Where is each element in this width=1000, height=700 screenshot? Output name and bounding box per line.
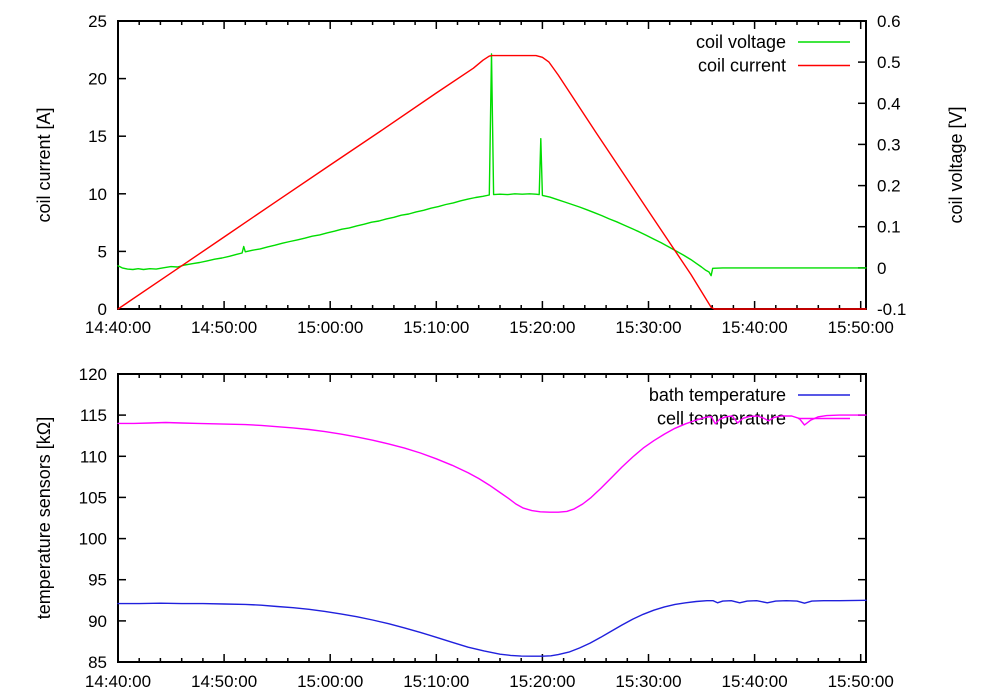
y-tick-label: 105: [79, 488, 107, 507]
y-tick-label: 20: [88, 70, 107, 89]
y-tick-label: 85: [88, 653, 107, 672]
y2-tick-label: 0: [877, 259, 886, 278]
x-tick-label: 15:10:00: [403, 318, 469, 337]
x-tick-label: 14:50:00: [191, 318, 257, 337]
x-tick-label: 15:00:00: [297, 318, 363, 337]
x-tick-label: 15:00:00: [297, 672, 363, 691]
y-tick-label: 120: [79, 365, 107, 384]
x-tick-label: 15:30:00: [615, 318, 681, 337]
y2-tick-label: -0.1: [877, 300, 906, 319]
legend-label: coil current: [698, 56, 786, 76]
legend-label: coil voltage: [696, 32, 786, 52]
y-tick-label: 10: [88, 185, 107, 204]
y-tick-label: 5: [98, 242, 107, 261]
x-tick-label: 15:20:00: [509, 672, 575, 691]
series-coil-voltage: [117, 53, 867, 277]
plot-frame: [117, 20, 867, 310]
legend-label: bath temperature: [649, 385, 786, 405]
y2-tick-label: 0.6: [877, 12, 901, 31]
series-bath-temperature: [117, 599, 867, 657]
y-tick-label: 90: [88, 612, 107, 631]
y-tick-label: 115: [80, 406, 107, 425]
x-tick-label: 15:10:00: [403, 672, 469, 691]
right-axis-label: coil voltage [V]: [946, 106, 966, 223]
left-axis-label: coil current [A]: [34, 107, 54, 222]
x-tick-label: 15:50:00: [828, 672, 894, 691]
series-coil-current: [117, 54, 867, 310]
left-axis-label: temperature sensors [kΩ]: [34, 417, 54, 620]
plot-frame: [117, 373, 867, 663]
x-tick-label: 14:50:00: [191, 672, 257, 691]
series-cell-temperature: [117, 414, 867, 513]
bottom-panel: 14:40:00 14:50:00 15:00:00 15:10:00 15:20:00…: [34, 365, 894, 691]
y-tick-label: 25: [88, 12, 107, 31]
x-tick-label: 14:40:00: [85, 672, 151, 691]
x-tick-label: 14:40:00: [85, 318, 151, 337]
y2-tick-label: 0.2: [877, 177, 901, 196]
y-tick-label: 95: [88, 571, 107, 590]
x-tick-label: 15:50:00: [828, 318, 894, 337]
y-tick-label: 15: [88, 127, 107, 146]
x-tick-label: 15:40:00: [722, 318, 788, 337]
y-tick-label: 110: [80, 447, 107, 466]
y2-tick-label: 0.4: [877, 94, 901, 113]
x-tick-label: 15:30:00: [615, 672, 681, 691]
y2-tick-label: 0.1: [877, 218, 901, 237]
y2-tick-label: 0.5: [877, 53, 901, 72]
y2-tick-label: 0.3: [877, 135, 901, 154]
y-tick-label: 100: [79, 530, 107, 549]
y-tick-label: 0: [98, 300, 107, 319]
x-tick-label: 15:20:00: [509, 318, 575, 337]
x-tick-label: 15:40:00: [722, 672, 788, 691]
top-panel: 14:40:00 14:50:00 15:00:00 15:10:00 15:20:00…: [34, 12, 966, 337]
